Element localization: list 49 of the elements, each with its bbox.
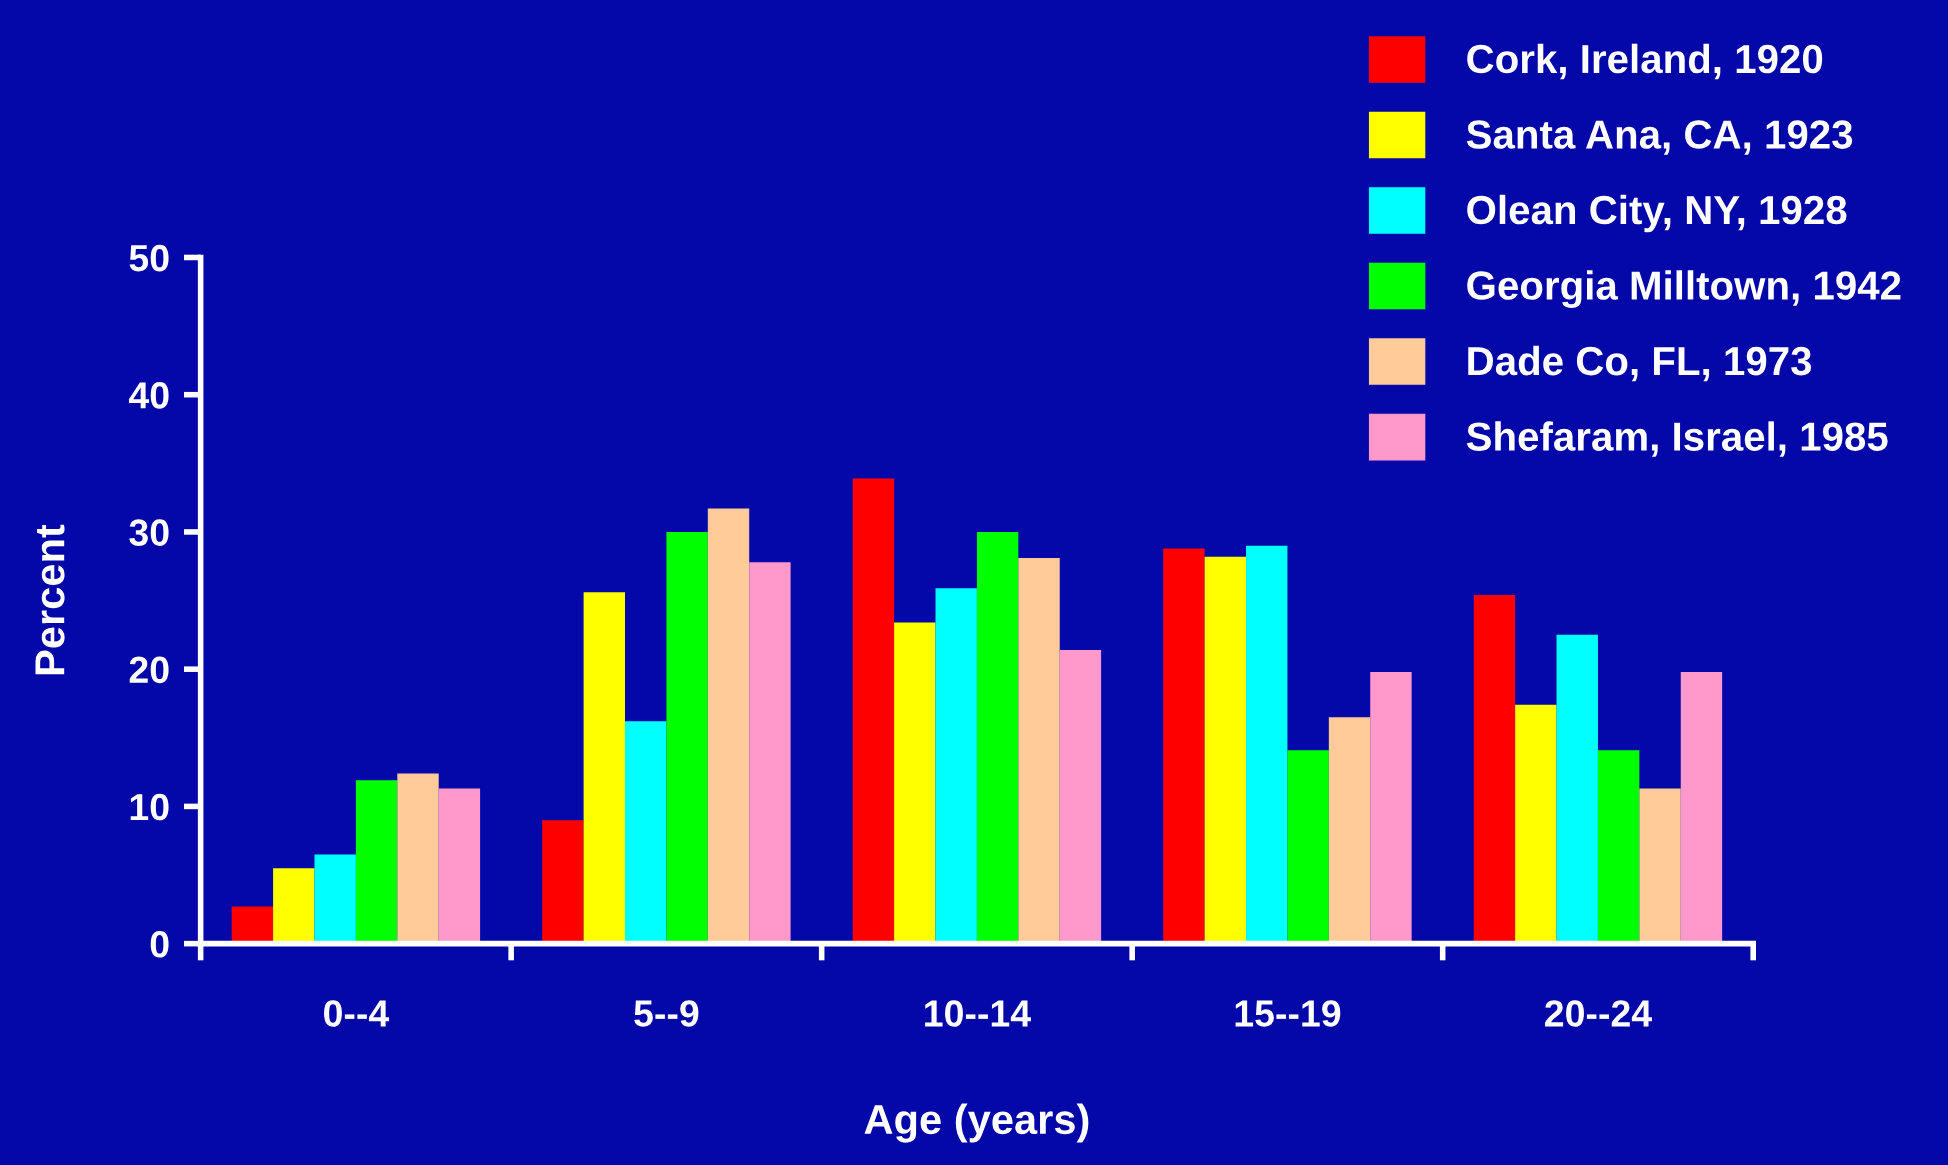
bar bbox=[852, 478, 895, 944]
bar bbox=[1597, 750, 1640, 944]
bar bbox=[355, 780, 398, 944]
bar bbox=[666, 531, 708, 944]
bar bbox=[707, 508, 750, 944]
y-tick-label: 30 bbox=[129, 519, 169, 546]
bar bbox=[1328, 717, 1371, 944]
bar bbox=[1639, 788, 1681, 944]
bar bbox=[1556, 634, 1598, 944]
y-axis-title: Percent bbox=[35, 524, 65, 675]
bar bbox=[1059, 649, 1102, 944]
legend-label: Dade Co, FL, 1973 bbox=[1468, 345, 1812, 382]
y-tick-label: 10 bbox=[130, 793, 169, 821]
bar bbox=[397, 773, 439, 944]
bar bbox=[976, 531, 1019, 944]
bar bbox=[542, 820, 584, 944]
legend-label: Olean City, NY, 1928 bbox=[1467, 194, 1847, 233]
legend-label: Georgia Milltown, 1942 bbox=[1467, 270, 1901, 308]
x-axis-title: Age (years) bbox=[864, 1103, 1089, 1143]
legend-label: Shefaram, Israel, 1985 bbox=[1466, 421, 1888, 457]
bar bbox=[935, 588, 977, 944]
bar bbox=[1287, 750, 1329, 944]
bar bbox=[1680, 671, 1723, 944]
bar bbox=[1163, 548, 1205, 944]
y-tick-label: 40 bbox=[128, 382, 169, 409]
x-tick-label: 20--24 bbox=[1545, 1000, 1652, 1027]
bar bbox=[1473, 595, 1516, 944]
x-tick-label: 0--4 bbox=[324, 1000, 390, 1027]
bar bbox=[625, 721, 667, 944]
legend-label: Cork, Ireland, 1920 bbox=[1467, 43, 1823, 80]
bar bbox=[314, 854, 356, 944]
y-tick-label: 20 bbox=[129, 656, 169, 684]
y-tick-label: 50 bbox=[129, 244, 169, 272]
bar bbox=[1018, 558, 1060, 944]
bar bbox=[1246, 545, 1288, 944]
bar bbox=[1370, 671, 1412, 944]
x-tick-label: 15--19 bbox=[1235, 1000, 1341, 1027]
bar bbox=[749, 562, 791, 944]
bar bbox=[438, 788, 481, 944]
bar bbox=[583, 592, 626, 944]
bar bbox=[1515, 704, 1557, 944]
x-tick-label: 5--9 bbox=[634, 1000, 699, 1027]
y-tick-label: 0 bbox=[150, 931, 169, 958]
x-tick-label: 10--14 bbox=[925, 1000, 1031, 1027]
bar bbox=[231, 906, 274, 944]
legend-label: Santa Ana, CA, 1923 bbox=[1466, 120, 1853, 155]
bar bbox=[273, 868, 315, 944]
bar bbox=[894, 622, 936, 944]
bar bbox=[1204, 556, 1247, 944]
